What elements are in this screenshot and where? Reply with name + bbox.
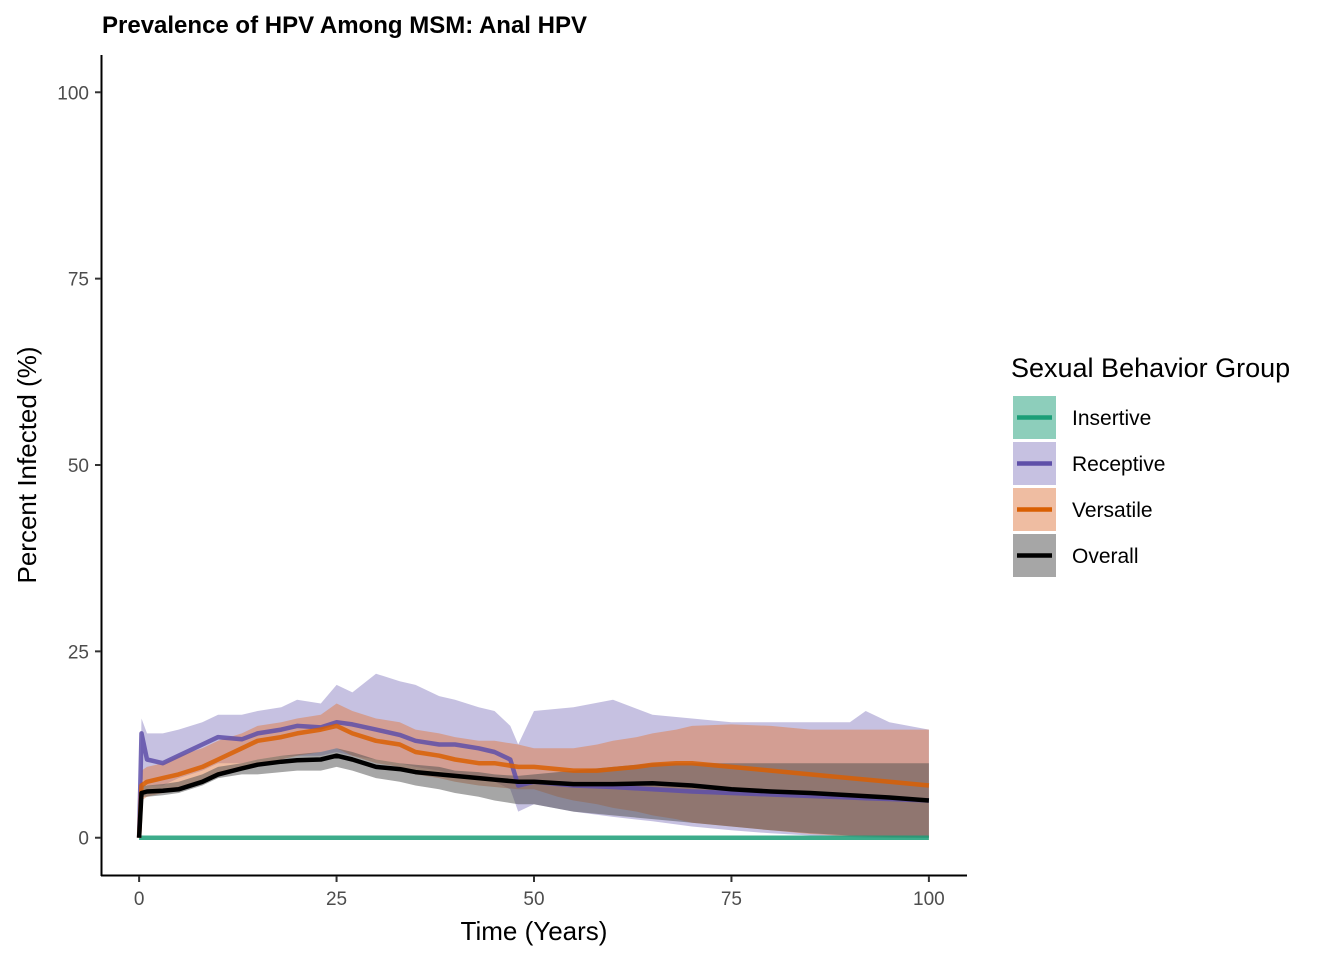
line-receptive <box>136 719 929 838</box>
legend-item-receptive: Receptive <box>1013 442 1165 485</box>
legend-label: Versatile <box>1072 499 1153 522</box>
x-tick-label: 50 <box>523 889 544 910</box>
y-tick-label: 75 <box>68 270 89 291</box>
x-tick-label: 25 <box>326 889 347 910</box>
y-axis-ticks: 0 25 50 75 100 <box>57 83 101 850</box>
legend-item-insertive: Insertive <box>1013 396 1151 439</box>
y-tick-label: 0 <box>78 829 89 850</box>
x-tick-label: 75 <box>721 889 742 910</box>
legend-item-versatile: Versatile <box>1013 488 1153 531</box>
y-tick-label: 25 <box>68 642 89 663</box>
x-axis-title: Time (Years) <box>461 916 608 946</box>
x-tick-label: 100 <box>913 889 945 910</box>
legend: Sexual Behavior Group Insertive Receptive… <box>1011 353 1290 577</box>
legend-label: Insertive <box>1072 407 1151 430</box>
confidence-bands <box>139 673 929 838</box>
line-versatile <box>136 723 930 838</box>
y-tick-label: 100 <box>57 83 89 104</box>
line-overall <box>136 753 930 838</box>
legend-title: Sexual Behavior Group <box>1011 353 1290 383</box>
x-axis-ticks: 0 25 50 75 100 <box>134 876 945 910</box>
x-tick-label: 0 <box>134 889 145 910</box>
legend-label: Receptive <box>1072 453 1165 476</box>
chart-title: Prevalence of HPV Among MSM: Anal HPV <box>102 12 587 39</box>
legend-items: Insertive Receptive Versatile Overall <box>1013 396 1165 577</box>
legend-item-overall: Overall <box>1013 534 1139 577</box>
legend-label: Overall <box>1072 545 1139 568</box>
band-overall <box>139 748 929 838</box>
series-lines <box>136 719 930 840</box>
y-axis-title: Percent Infected (%) <box>12 347 42 584</box>
y-tick-label: 50 <box>68 456 89 477</box>
plot-area <box>136 673 930 840</box>
